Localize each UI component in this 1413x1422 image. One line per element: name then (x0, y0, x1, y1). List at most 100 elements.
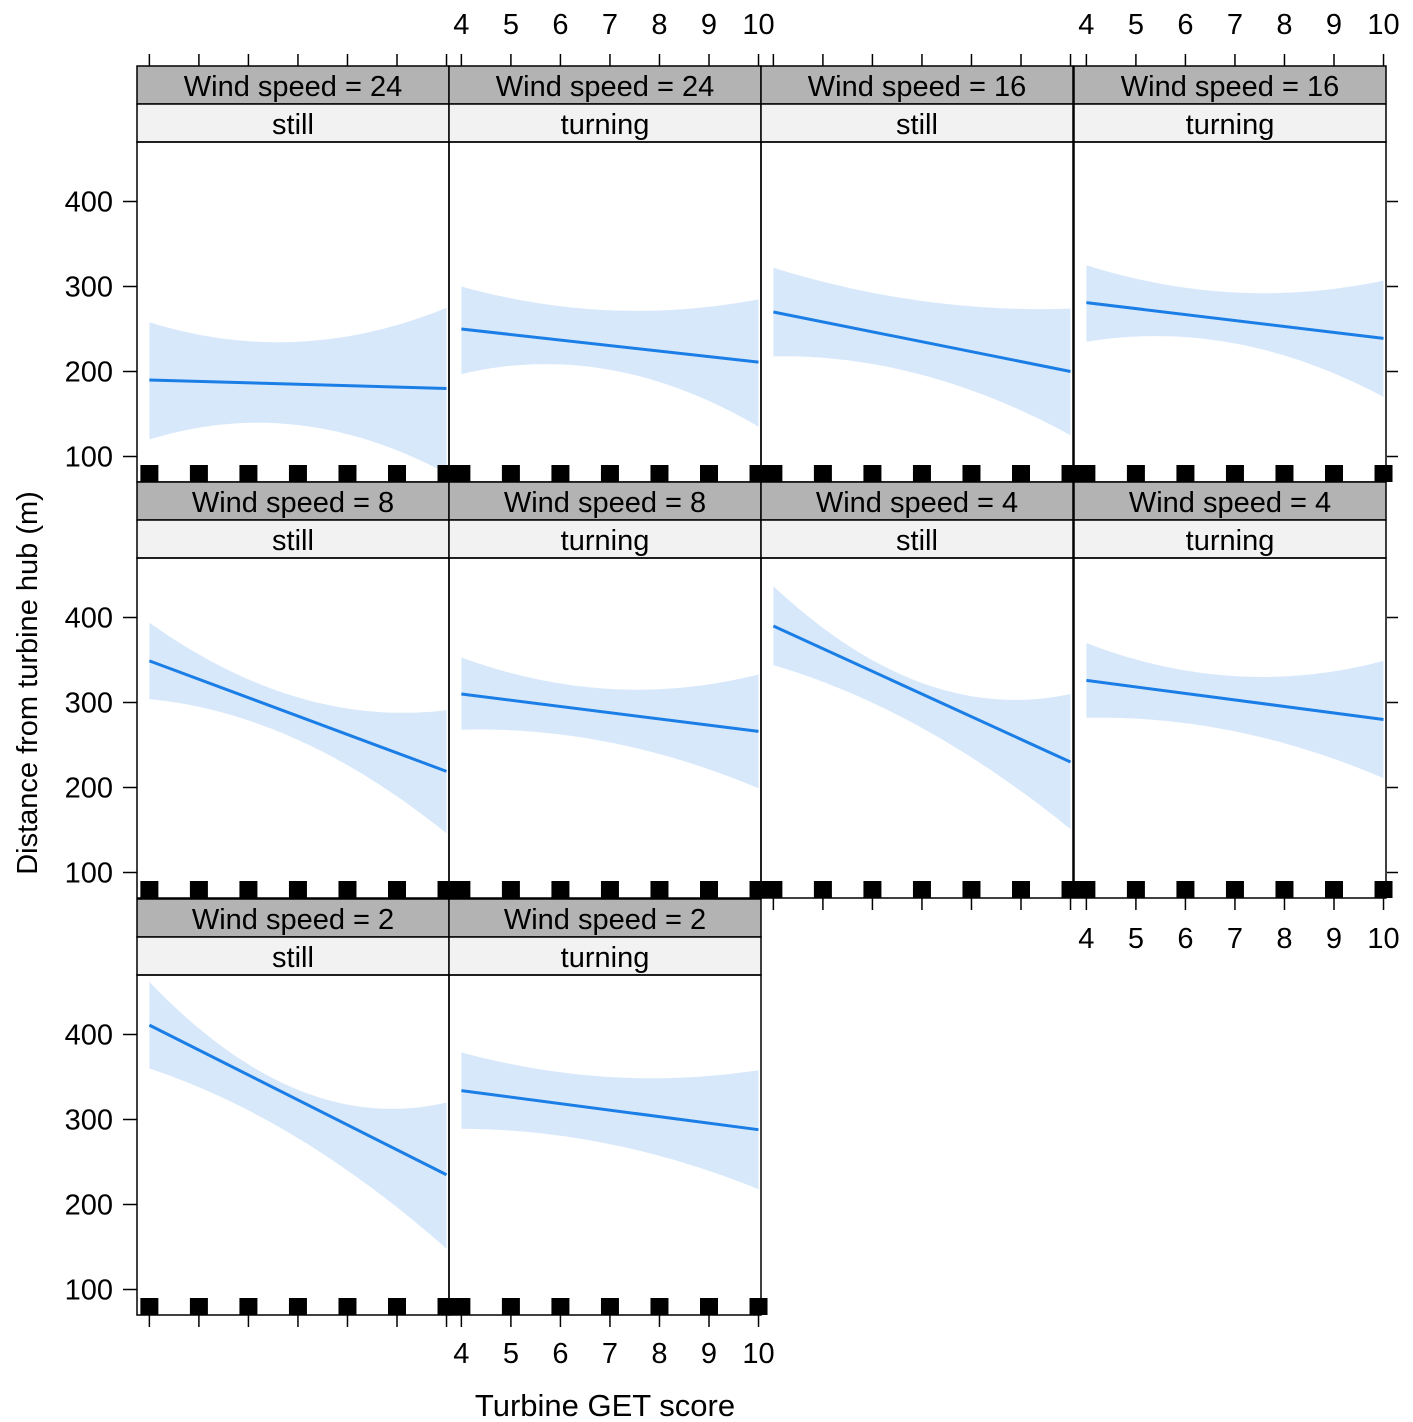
x-tick-label: 7 (602, 1338, 618, 1370)
y-tick-label: 200 (65, 1190, 113, 1222)
rug-mark (239, 465, 258, 482)
rug-mark (140, 465, 159, 482)
rug-mark (551, 1298, 570, 1315)
rug-mark (863, 465, 882, 482)
confidence-band (461, 657, 759, 789)
rug-mark (1225, 881, 1244, 898)
rug-mark (1374, 881, 1393, 898)
panel: Wind speed = 2 turning (448, 898, 768, 1316)
rug-mark (962, 465, 981, 482)
strip-top-label: Wind speed = 2 (504, 904, 706, 936)
x-tick-label: 8 (1276, 9, 1292, 41)
confidence-band (773, 586, 1071, 830)
panel: Wind speed = 4 turning (1073, 481, 1393, 899)
strip-bottom-label: still (272, 109, 314, 141)
rug-mark (437, 1298, 456, 1315)
rug-mark (650, 881, 669, 898)
rug-mark (650, 1298, 669, 1315)
rug-mark (189, 465, 208, 482)
confidence-band (461, 286, 759, 427)
y-tick-label: 400 (65, 1020, 113, 1052)
rug-mark (813, 881, 832, 898)
rug-mark (1126, 465, 1145, 482)
x-tick-label: 9 (701, 9, 717, 41)
y-tick-label: 200 (65, 357, 113, 389)
x-tick-label: 6 (1177, 9, 1193, 41)
rug-mark (437, 881, 456, 898)
rug-mark (388, 881, 406, 898)
y-axis-title: Distance from turbine hub (m) (12, 491, 44, 875)
strip-top (136, 481, 450, 521)
rug-mark (1176, 465, 1195, 482)
rug-mark (501, 881, 520, 898)
x-tick-label: 4 (453, 1338, 469, 1370)
rug-mark (813, 465, 832, 482)
fit-line (1086, 678, 1384, 721)
strip-bottom-label: turning (1186, 525, 1275, 557)
x-tick-label: 9 (701, 1338, 717, 1370)
fit-line (149, 378, 447, 390)
strip-bottom-label: turning (1186, 109, 1275, 141)
rug-mark (749, 1298, 768, 1315)
fit-line (461, 1089, 759, 1132)
fit-line (461, 327, 759, 364)
fit-line (148, 1023, 448, 1177)
rug-mark (1325, 465, 1343, 482)
panel-frame (760, 557, 1074, 899)
y-tick-label: 400 (65, 187, 113, 219)
rug-mark (338, 881, 357, 898)
strip-top-label: Wind speed = 8 (192, 487, 394, 519)
y-tick-label: 300 (65, 272, 113, 304)
rug-mark (700, 465, 718, 482)
x-tick-label: 9 (1326, 923, 1342, 955)
rug-mark (912, 465, 931, 482)
rug-mark (912, 881, 931, 898)
confidence-band (1086, 265, 1384, 397)
rug-mark (1374, 465, 1393, 482)
rug-mark (452, 465, 471, 482)
rug-mark (388, 465, 406, 482)
x-tick-label: 5 (1128, 9, 1144, 41)
x-tick-label: 5 (503, 1338, 519, 1370)
panel: Wind speed = 8 turning (448, 481, 768, 899)
x-tick-label: 7 (1227, 923, 1243, 955)
strip-bottom (448, 936, 762, 976)
rug-mark (452, 881, 471, 898)
strip-top (448, 65, 762, 105)
strip-top-label: Wind speed = 8 (504, 487, 706, 519)
rug-mark (551, 465, 570, 482)
y-tick-label: 300 (65, 1105, 113, 1137)
y-axis-group: 100 200 300 400 100 200 300 400 100 200 300 400 (65, 187, 1398, 1307)
rug-mark (1012, 465, 1030, 482)
strip-top-label: Wind speed = 16 (1121, 71, 1339, 103)
rug-mark (288, 881, 307, 898)
strip-top-label: Wind speed = 24 (184, 71, 402, 103)
x-tick-label: 4 (453, 9, 469, 41)
confidence-band (461, 1052, 759, 1190)
rug-mark (140, 1298, 159, 1315)
panel: Wind speed = 4 still (760, 481, 1080, 899)
rug-mark (1275, 881, 1294, 898)
strip-top (760, 481, 1074, 521)
y-tick-label: 200 (65, 773, 113, 805)
panel-frame (448, 974, 762, 1316)
y-tick-label: 100 (65, 442, 113, 474)
strip-bottom-label: turning (561, 942, 650, 974)
strip-top (448, 898, 762, 938)
x-tick-label: 10 (1367, 923, 1399, 955)
strip-bottom (136, 103, 450, 143)
rug-mark (189, 881, 208, 898)
fit-line (1086, 301, 1384, 340)
rug-mark (1325, 881, 1343, 898)
x-tick-label: 8 (651, 9, 667, 41)
strip-bottom-label: turning (561, 109, 650, 141)
rug-mark (288, 465, 307, 482)
rug-mark (239, 881, 258, 898)
rug-mark (1176, 881, 1195, 898)
x-tick-label: 10 (742, 1338, 774, 1370)
rug-mark (749, 465, 768, 482)
x-tick-label: 8 (1276, 923, 1292, 955)
strip-bottom-label: still (896, 109, 938, 141)
